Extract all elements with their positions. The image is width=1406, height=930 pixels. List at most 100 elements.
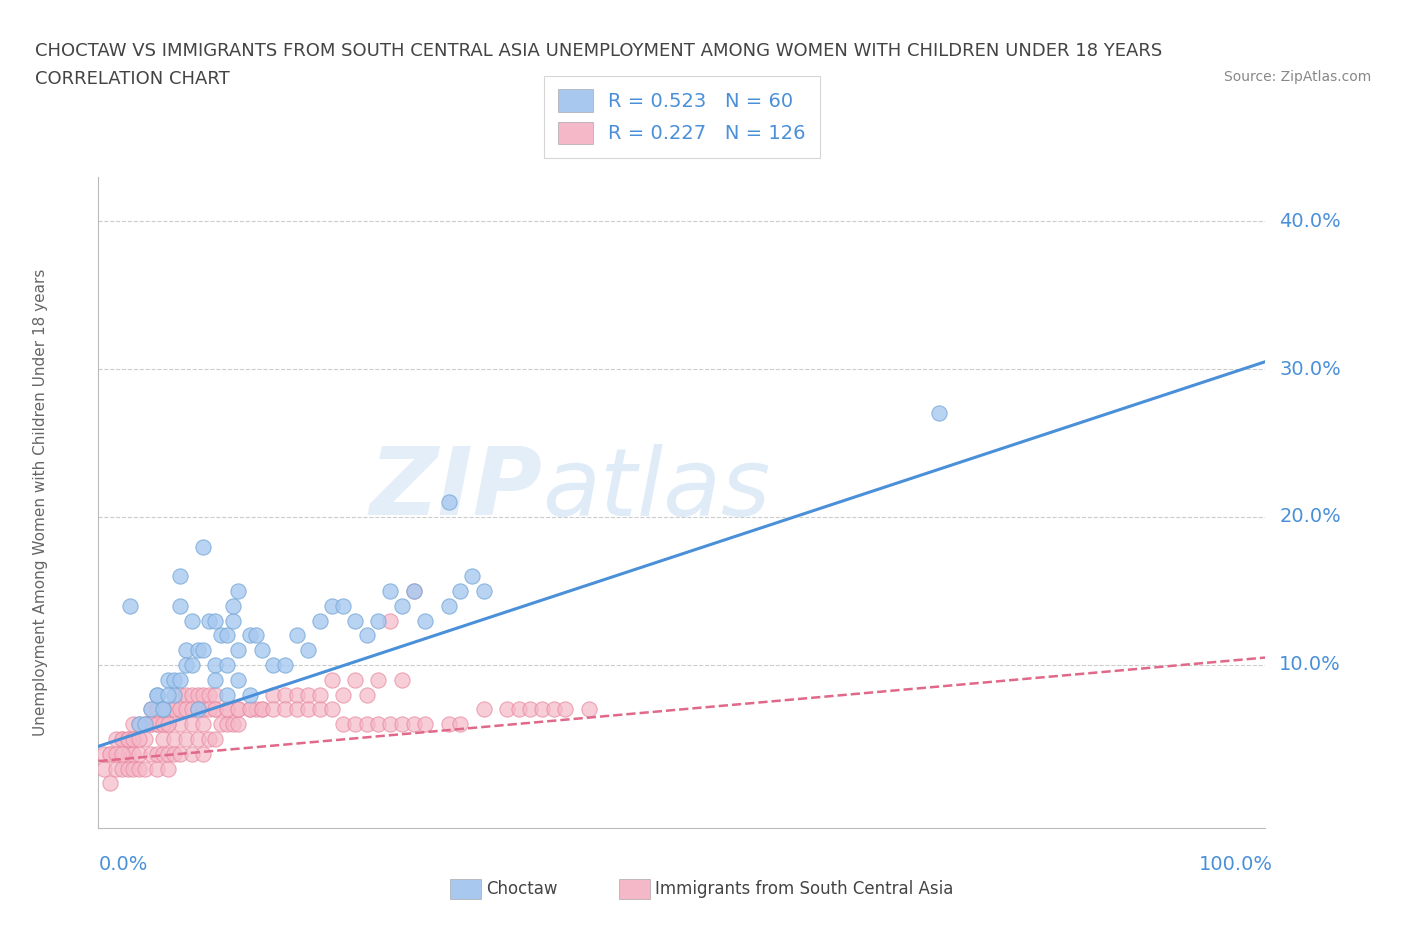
Point [228,717,250,732]
Text: Immigrants from South Central Asia: Immigrants from South Central Asia [655,880,953,898]
Point [204,672,226,687]
Point [152,732,174,747]
Point [180,702,202,717]
Point [117,732,139,747]
Point [139,702,162,717]
Point [391,717,413,732]
Point [198,613,221,628]
Point [309,702,332,717]
Point [169,717,191,732]
Point [169,672,191,687]
Point [134,717,156,732]
Point [215,687,238,702]
Point [578,702,600,717]
Point [157,702,180,717]
Point [169,702,191,717]
Point [193,717,215,732]
Point [163,702,186,717]
Point [198,732,221,747]
Point [928,406,950,421]
Text: Unemployment Among Women with Children Under 18 years: Unemployment Among Women with Children U… [32,269,48,736]
Point [228,643,250,658]
Point [332,598,354,613]
Point [204,732,226,747]
Point [221,613,243,628]
Point [146,687,169,702]
Point [228,702,250,717]
Point [180,717,202,732]
Text: 30.0%: 30.0% [1279,360,1341,379]
Point [378,583,402,598]
Point [193,539,215,554]
Point [128,717,150,732]
Point [378,613,402,628]
Point [104,761,127,776]
Point [174,732,197,747]
Text: 100.0%: 100.0% [1198,855,1272,873]
Point [157,761,180,776]
Point [117,746,139,761]
Point [111,732,134,747]
Point [297,687,319,702]
Point [187,732,209,747]
Point [402,583,425,598]
Point [250,643,273,658]
Point [122,732,145,747]
Point [472,583,495,598]
Point [204,687,226,702]
Point [204,702,226,717]
Point [209,628,232,643]
Point [122,761,145,776]
Point [139,717,162,732]
Point [461,569,484,584]
Point [146,746,169,761]
Point [122,746,145,761]
Point [209,717,232,732]
Point [122,717,145,732]
Point [449,717,471,732]
Point [309,687,332,702]
Point [98,776,121,790]
Point [245,702,267,717]
Point [152,702,174,717]
Point [128,732,150,747]
Point [215,628,238,643]
Point [134,717,156,732]
Point [152,717,174,732]
Point [228,672,250,687]
Point [221,598,243,613]
Point [356,717,378,732]
Point [356,628,378,643]
Point [215,717,238,732]
Text: 40.0%: 40.0% [1279,212,1341,231]
Point [321,672,343,687]
Point [180,746,202,761]
Point [221,717,243,732]
Point [391,672,413,687]
Point [139,702,162,717]
Point [163,702,186,717]
Point [274,702,297,717]
Point [204,613,226,628]
Point [332,687,354,702]
Text: 0.0%: 0.0% [98,855,148,873]
Point [215,702,238,717]
Point [157,717,180,732]
Point [332,717,354,732]
Point [204,702,226,717]
Point [321,702,343,717]
Point [413,613,436,628]
Point [228,583,250,598]
Text: Choctaw: Choctaw [486,880,558,898]
Point [321,598,343,613]
Point [356,687,378,702]
Point [146,761,169,776]
Point [378,717,402,732]
Point [163,746,186,761]
Point [157,746,180,761]
Point [98,746,121,761]
Point [111,761,134,776]
Point [285,702,308,717]
Point [344,613,367,628]
Point [193,702,215,717]
